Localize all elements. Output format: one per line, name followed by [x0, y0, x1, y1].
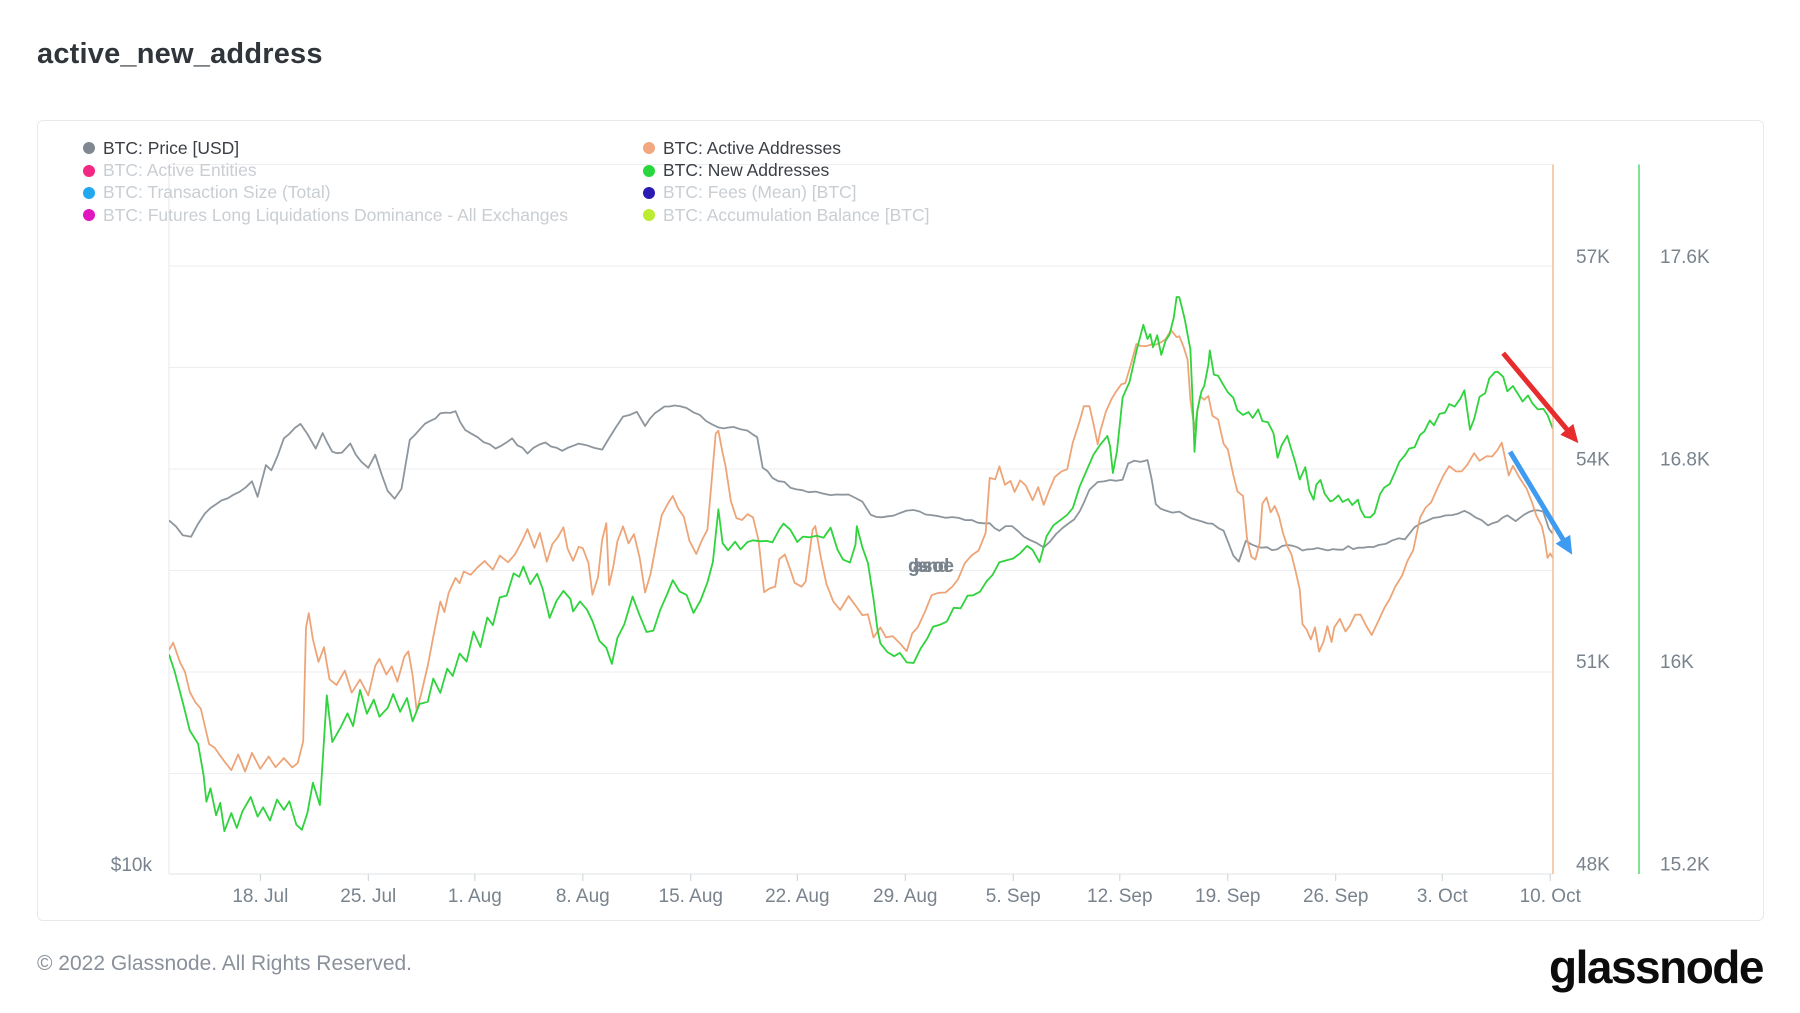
- legend-item-accumulation-balance[interactable]: BTC: Accumulation Balance [BTC]: [643, 204, 930, 226]
- y-tick-price: $10k: [111, 855, 153, 876]
- blue-arrow-annotation: [1507, 450, 1573, 555]
- legend-column-left: BTC: Price [USD] BTC: Active Entities BT…: [83, 137, 568, 227]
- y-tick-new: 16K: [1660, 652, 1694, 673]
- copyright-text: © 2022 Glassnode. All Rights Reserved.: [37, 952, 413, 975]
- chart-card: [37, 120, 1764, 921]
- legend-dot-fees-mean-icon: [643, 186, 655, 199]
- watermark: glassnode: [908, 556, 953, 577]
- legend-label: BTC: Accumulation Balance [BTC]: [663, 204, 930, 225]
- x-tick-label: 8. Aug: [556, 886, 610, 907]
- legend-label: BTC: Active Addresses: [663, 137, 841, 158]
- x-tick-label: 12. Sep: [1087, 886, 1153, 907]
- legend-dot-new-addresses-icon: [643, 164, 655, 177]
- legend-item-active-addresses[interactable]: BTC: Active Addresses: [643, 137, 930, 159]
- y-tick-active: 51K: [1576, 652, 1610, 673]
- legend-label: BTC: Fees (Mean) [BTC]: [663, 182, 857, 203]
- legend-dot-accumulation-balance-icon: [643, 209, 655, 222]
- series-new-line: [169, 296, 1553, 833]
- x-tick-label: 10. Oct: [1520, 886, 1582, 907]
- legend-item-new-addresses[interactable]: BTC: New Addresses: [643, 159, 930, 181]
- legend-dot-active-entities-icon: [83, 164, 95, 177]
- legend-column-right: BTC: Active Addresses BTC: New Addresses…: [643, 137, 930, 227]
- red-arrow-annotation: [1501, 351, 1579, 444]
- legend-dot-price-icon: [83, 142, 95, 155]
- series-active-line: [169, 329, 1553, 773]
- x-tick-label: 15. Aug: [659, 886, 723, 907]
- x-tick-label: 29. Aug: [873, 886, 937, 907]
- legend-item-price[interactable]: BTC: Price [USD]: [83, 137, 568, 159]
- legend-dot-futures-liquidations-icon: [83, 209, 95, 222]
- legend-item-fees-mean[interactable]: BTC: Fees (Mean) [BTC]: [643, 182, 930, 204]
- legend-label: BTC: Price [USD]: [103, 137, 240, 158]
- page-title: active_new_address: [37, 38, 323, 70]
- y-tick-active: 48K: [1576, 855, 1610, 876]
- legend-item-transaction-size[interactable]: BTC: Transaction Size (Total): [83, 182, 568, 204]
- legend-label: BTC: Futures Long Liquidations Dominance…: [103, 204, 568, 225]
- x-tick-label: 25. Jul: [340, 886, 396, 907]
- glassnode-logo: glassnode: [1548, 941, 1765, 993]
- y-tick-new: 17.6K: [1660, 247, 1710, 268]
- y-tick-new: 16.8K: [1660, 450, 1710, 471]
- legend-dot-active-addresses-icon: [643, 142, 655, 155]
- legend-item-futures-liquidations[interactable]: BTC: Futures Long Liquidations Dominance…: [83, 204, 568, 226]
- x-tick-label: 3. Oct: [1417, 886, 1468, 907]
- x-tick-label: 22. Aug: [765, 886, 829, 907]
- x-tick-label: 19. Sep: [1195, 886, 1261, 907]
- y-tick-active: 57K: [1576, 247, 1610, 268]
- x-tick-label: 5. Sep: [986, 886, 1041, 907]
- x-tick-label: 26. Sep: [1303, 886, 1369, 907]
- series-price-line: [169, 404, 1553, 563]
- y-tick-new: 15.2K: [1660, 855, 1710, 876]
- x-tick-label: 18. Jul: [232, 886, 288, 907]
- legend-dot-transaction-size-icon: [83, 186, 95, 199]
- legend-label: BTC: New Addresses: [663, 160, 830, 181]
- x-tick-label: 1. Aug: [448, 886, 502, 907]
- legend-label: BTC: Transaction Size (Total): [103, 182, 331, 203]
- legend-label: BTC: Active Entities: [103, 160, 257, 181]
- legend-item-active-entities[interactable]: BTC: Active Entities: [83, 159, 568, 181]
- y-tick-active: 54K: [1576, 450, 1610, 471]
